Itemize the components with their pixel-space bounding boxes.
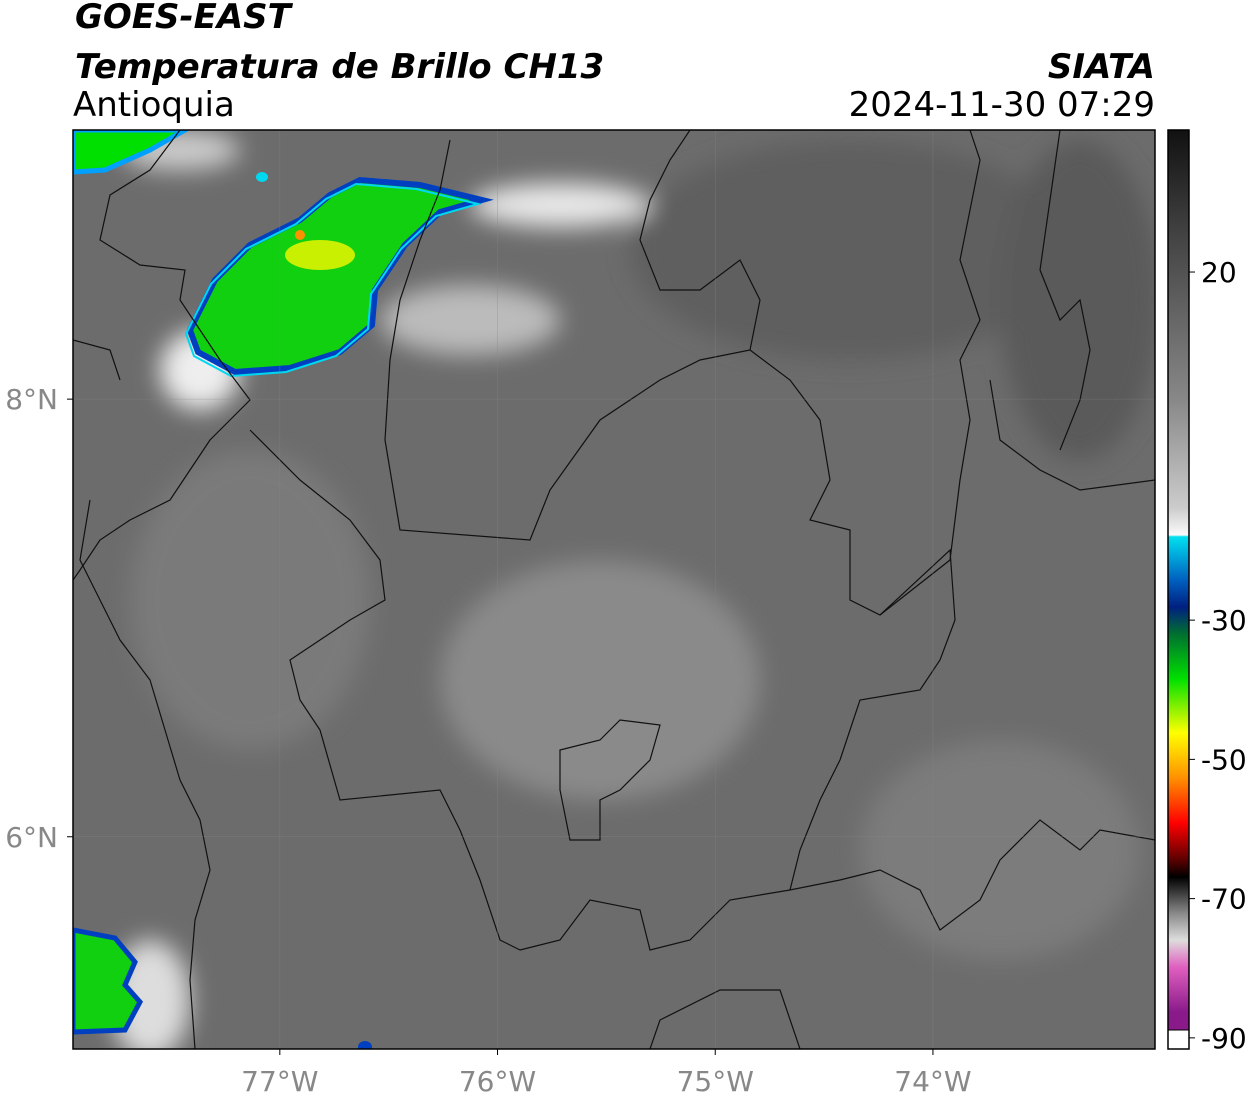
x-tick-label: 75°W	[677, 1065, 754, 1098]
colorbar-tick-label: -50	[1201, 743, 1247, 776]
map-frame	[72, 129, 1156, 1050]
colorbar-tick-label: -30	[1201, 604, 1247, 637]
graticule	[73, 130, 1155, 1049]
cold-cloud	[73, 927, 144, 1035]
colorbar-under	[1167, 1029, 1190, 1050]
storm-core	[295, 230, 305, 240]
cold-cloud	[73, 130, 191, 175]
storm-cell	[186, 176, 494, 376]
y-tick-label: 8°N	[5, 383, 58, 416]
x-tick-label: 77°W	[241, 1065, 318, 1098]
cold-cloud	[358, 1041, 372, 1049]
storm-edge	[184, 182, 482, 378]
storm-core	[285, 240, 355, 270]
colorbar-frame	[1167, 129, 1190, 1050]
cold-cloud	[256, 172, 268, 182]
region: Antioquia	[73, 85, 235, 125]
y-tick-label: 6°N	[5, 821, 58, 854]
map-image	[73, 130, 1155, 1049]
subtitle: Temperatura de Brillo CH13	[75, 47, 604, 87]
colorbar-tick-label: -70	[1201, 883, 1247, 916]
cloud-texture	[110, 130, 1155, 1049]
colorbar-tick-label: -90	[1201, 1022, 1247, 1055]
colorbar-tick-label: 20	[1201, 256, 1237, 289]
colorbar	[1168, 130, 1189, 1030]
source: SIATA	[1048, 47, 1155, 87]
x-tick-label: 76°W	[459, 1065, 536, 1098]
x-tick-label: 74°W	[894, 1065, 971, 1098]
datetime: 2024-11-30 07:29	[849, 85, 1155, 125]
borders	[73, 130, 1155, 1049]
title: GOES-EAST	[75, 0, 294, 37]
